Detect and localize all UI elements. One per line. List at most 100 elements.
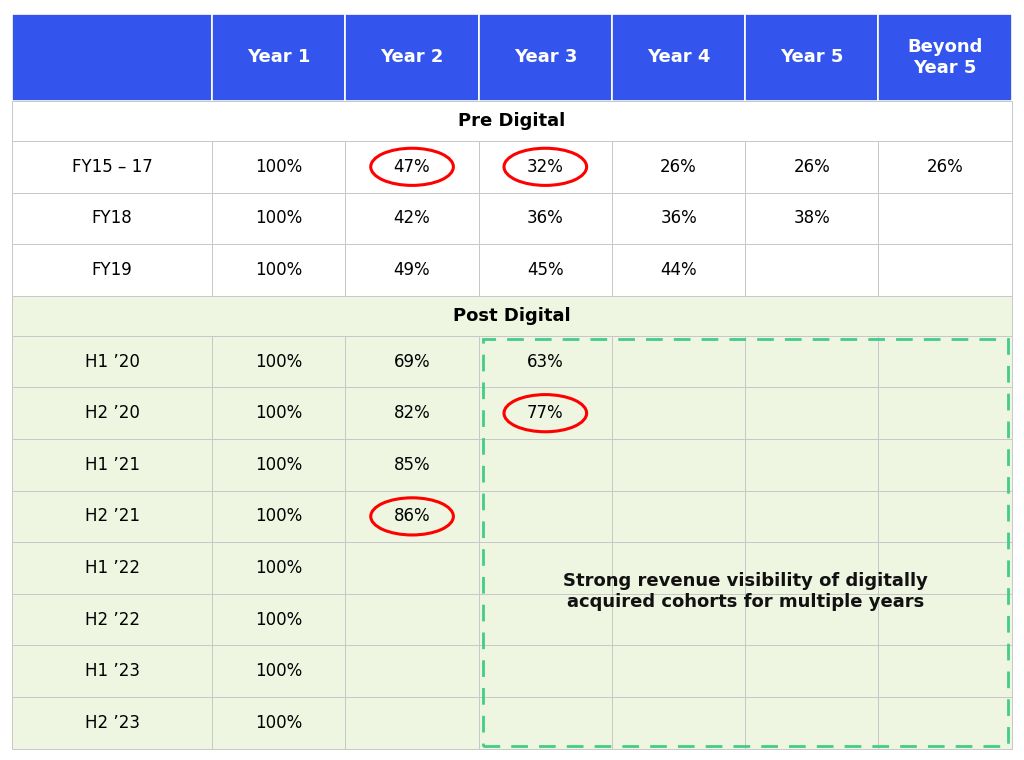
Bar: [345, 141, 478, 192]
Bar: [745, 439, 879, 491]
Bar: [345, 439, 478, 491]
Text: 32%: 32%: [527, 158, 564, 176]
Bar: [612, 594, 745, 645]
Text: 26%: 26%: [927, 158, 964, 176]
Text: Beyond
Year 5: Beyond Year 5: [907, 38, 983, 77]
Bar: [612, 645, 745, 697]
Text: 38%: 38%: [794, 210, 830, 227]
Bar: [12, 388, 212, 439]
Bar: [745, 594, 879, 645]
Bar: [879, 645, 1012, 697]
Bar: [745, 14, 879, 101]
Bar: [212, 542, 345, 594]
Bar: [12, 697, 212, 749]
Text: H1 ’21: H1 ’21: [85, 456, 139, 473]
Bar: [212, 141, 345, 192]
Bar: [345, 388, 478, 439]
Bar: [478, 542, 612, 594]
Text: 100%: 100%: [255, 508, 302, 525]
Bar: [482, 339, 1008, 746]
Text: H2 ’21: H2 ’21: [85, 508, 139, 525]
Bar: [879, 542, 1012, 594]
Text: Year 2: Year 2: [380, 49, 443, 66]
Bar: [745, 388, 879, 439]
Bar: [345, 14, 478, 101]
Bar: [478, 336, 612, 388]
Text: 36%: 36%: [660, 210, 697, 227]
Bar: [745, 542, 879, 594]
Text: Year 4: Year 4: [647, 49, 711, 66]
Bar: [12, 439, 212, 491]
Bar: [345, 192, 478, 244]
Bar: [612, 336, 745, 388]
Text: 100%: 100%: [255, 261, 302, 279]
Bar: [478, 594, 612, 645]
Text: 44%: 44%: [660, 261, 697, 279]
Text: H2 ’20: H2 ’20: [85, 404, 139, 423]
Bar: [612, 542, 745, 594]
Text: 100%: 100%: [255, 404, 302, 423]
Text: 100%: 100%: [255, 158, 302, 176]
Bar: [345, 336, 478, 388]
Text: 100%: 100%: [255, 456, 302, 473]
Text: H2 ’23: H2 ’23: [85, 714, 139, 732]
Bar: [212, 645, 345, 697]
Bar: [478, 439, 612, 491]
Text: 100%: 100%: [255, 610, 302, 629]
Text: FY15 – 17: FY15 – 17: [72, 158, 153, 176]
Bar: [745, 192, 879, 244]
Text: FY19: FY19: [92, 261, 132, 279]
Bar: [745, 491, 879, 542]
Text: H1 ’22: H1 ’22: [85, 559, 139, 577]
Bar: [345, 697, 478, 749]
Bar: [12, 296, 1012, 336]
Text: 100%: 100%: [255, 662, 302, 680]
Bar: [478, 14, 612, 101]
Bar: [12, 141, 212, 192]
Text: 77%: 77%: [527, 404, 563, 423]
Bar: [345, 244, 478, 296]
Text: 82%: 82%: [393, 404, 430, 423]
Bar: [12, 594, 212, 645]
Text: 45%: 45%: [527, 261, 563, 279]
Bar: [478, 244, 612, 296]
Bar: [879, 141, 1012, 192]
Text: 100%: 100%: [255, 714, 302, 732]
Bar: [212, 594, 345, 645]
Bar: [879, 244, 1012, 296]
Text: 26%: 26%: [794, 158, 830, 176]
Bar: [612, 697, 745, 749]
Bar: [478, 192, 612, 244]
Bar: [478, 141, 612, 192]
Bar: [478, 491, 612, 542]
Text: 100%: 100%: [255, 210, 302, 227]
Text: H2 ’22: H2 ’22: [85, 610, 139, 629]
Text: 63%: 63%: [527, 353, 563, 371]
Text: 85%: 85%: [394, 456, 430, 473]
Bar: [879, 336, 1012, 388]
Bar: [879, 439, 1012, 491]
Bar: [12, 244, 212, 296]
Bar: [212, 491, 345, 542]
Bar: [879, 491, 1012, 542]
Bar: [212, 697, 345, 749]
Bar: [745, 697, 879, 749]
Text: Post Digital: Post Digital: [454, 307, 570, 325]
Bar: [12, 14, 212, 101]
Text: 42%: 42%: [393, 210, 430, 227]
Bar: [612, 388, 745, 439]
Bar: [212, 388, 345, 439]
Bar: [745, 645, 879, 697]
Text: 100%: 100%: [255, 559, 302, 577]
Bar: [879, 594, 1012, 645]
Text: 36%: 36%: [527, 210, 563, 227]
Bar: [745, 141, 879, 192]
Bar: [612, 141, 745, 192]
Bar: [212, 14, 345, 101]
Bar: [612, 14, 745, 101]
Bar: [345, 542, 478, 594]
Text: FY18: FY18: [92, 210, 132, 227]
Bar: [12, 542, 212, 594]
Bar: [12, 491, 212, 542]
Bar: [345, 594, 478, 645]
